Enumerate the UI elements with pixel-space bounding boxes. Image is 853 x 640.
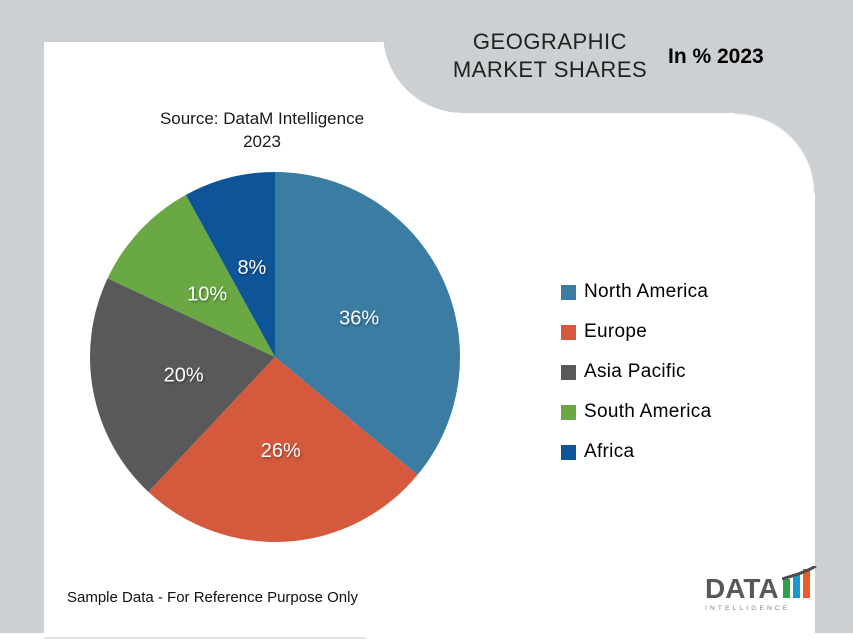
legend: North America Europe Asia Pacific South Ame…	[561, 272, 711, 472]
pie-data-label-south-america: 10%	[187, 283, 227, 305]
source-note: Source: DataM Intelligence 2023	[112, 107, 412, 153]
legend-item-south-america: South America	[561, 392, 711, 432]
legend-swatch-africa	[561, 444, 576, 460]
pie-slice-asia-pacific	[90, 278, 275, 492]
bottom-hairline	[44, 637, 366, 639]
legend-label-asia-pacific: Asia Pacific	[584, 361, 686, 382]
logo-top-row: DATA	[705, 564, 817, 604]
logo-subtext: INTELLIGENCE	[705, 605, 791, 612]
logo-bar-1	[782, 579, 790, 598]
logo-swoosh-icon	[781, 564, 817, 581]
unit-label: In % 2023	[668, 45, 764, 68]
legend-label-north-america: North America	[584, 281, 709, 302]
logo-bar-2	[792, 574, 800, 598]
pie-slice-europe	[148, 357, 418, 542]
pie-slice-africa	[185, 172, 275, 357]
header-corner-fillet	[735, 113, 815, 193]
pie-data-label-africa: 8%	[237, 257, 266, 279]
logo-bars-icon	[781, 564, 818, 603]
pie-chart-svg: 36% 26% 20% 10% 8%	[90, 172, 460, 542]
chart-title-line1: GEOGRAPHIC	[472, 29, 628, 54]
pie-data-label-asia-pacific: 20%	[164, 364, 204, 386]
datam-logo: DATA INTELLIGENCE	[705, 564, 817, 612]
legend-item-north-america: North America	[561, 272, 711, 312]
left-gray-band	[0, 0, 44, 633]
pie-slice-south-america	[107, 194, 275, 357]
header-gray-band	[383, 0, 853, 113]
legend-item-africa: Africa	[561, 432, 711, 472]
legend-swatch-south-america	[561, 404, 576, 420]
legend-item-europe: Europe	[561, 312, 711, 352]
logo-bar-3	[802, 569, 810, 598]
legend-swatch-asia-pacific	[561, 364, 576, 380]
pie-chart: 36% 26% 20% 10% 8%	[85, 167, 465, 547]
legend-swatch-north-america	[561, 284, 576, 300]
chart-title-line2: MARKET SHARES	[452, 57, 648, 82]
legend-item-asia-pacific: Asia Pacific	[561, 352, 711, 392]
pie-slice-north-america	[275, 172, 460, 475]
logo-wordmark: DATA	[705, 573, 779, 604]
legend-label-europe: Europe	[584, 321, 648, 342]
legend-label-south-america: South America	[584, 401, 712, 422]
legend-label-africa: Africa	[584, 441, 635, 462]
legend-swatch-europe	[561, 324, 576, 340]
source-line1: Source: DataM Intelligence	[159, 109, 365, 128]
source-line2: 2023	[243, 132, 281, 151]
chart-title: GEOGRAPHIC MARKET SHARES	[419, 28, 681, 84]
pie-data-label-europe: 26%	[261, 440, 301, 462]
disclaimer-text: Sample Data - For Reference Purpose Only	[67, 589, 358, 606]
pie-data-label-north-america: 36%	[339, 307, 379, 329]
